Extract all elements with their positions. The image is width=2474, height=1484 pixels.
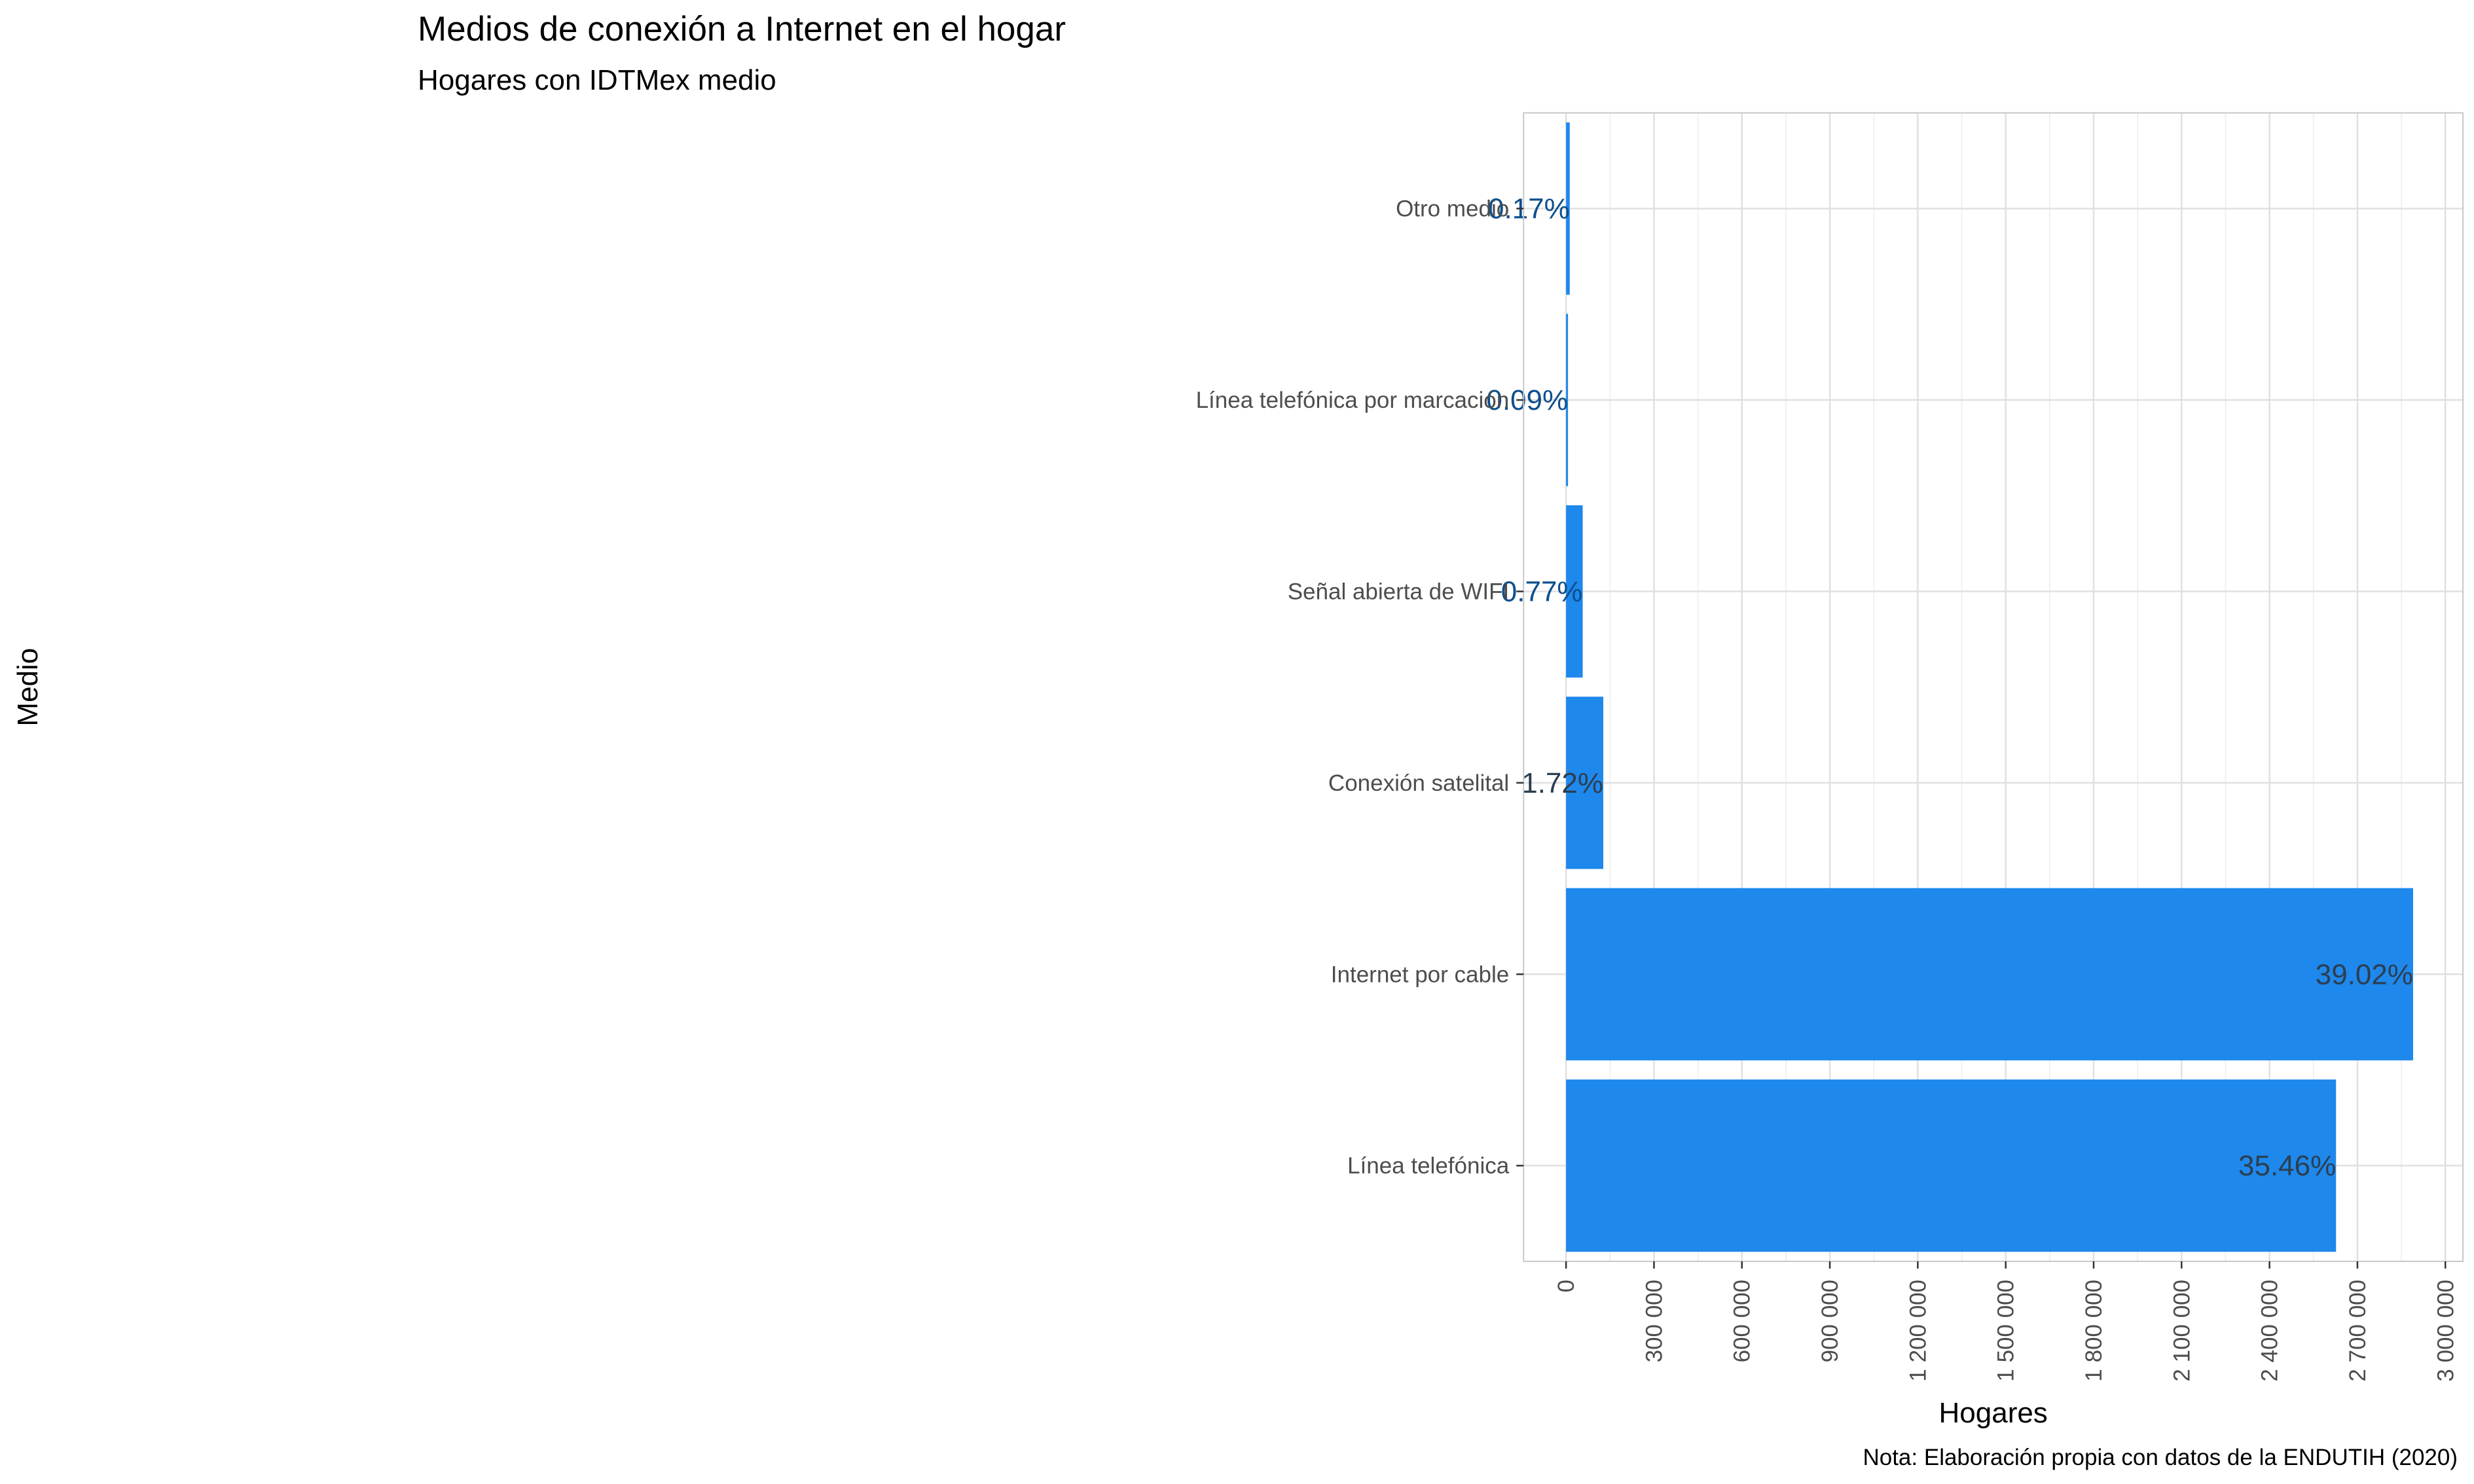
x-tick-label: 2 700 000 — [2345, 1280, 2371, 1382]
x-axis-title: Hogares — [1939, 1397, 2048, 1429]
x-tick-label: 1 200 000 — [1905, 1280, 1931, 1382]
x-tick-label: 1 500 000 — [1993, 1280, 2019, 1382]
bar — [1566, 888, 2414, 1060]
data-label: 0.77% — [1501, 575, 1583, 607]
data-label: 0.17% — [1488, 193, 1570, 225]
y-tick-label: Línea telefónica por marcación — [1196, 388, 1510, 413]
y-tick-label: Otro medio — [1396, 196, 1509, 222]
x-axis-ticks: 0 300 000 600 000 900 000 1 200 000 1 500 000… — [1554, 1261, 2458, 1382]
x-tick-label: 2 400 000 — [2257, 1280, 2283, 1382]
x-tick-label: 600 000 — [1730, 1280, 1755, 1363]
bar — [1566, 122, 1570, 295]
y-tick-label: Conexión satelital — [1328, 770, 1509, 796]
y-axis-ticks: Otro medio Línea telefónica por marcación… — [1196, 196, 1524, 1179]
x-tick-label: 900 000 — [1817, 1280, 1843, 1363]
x-tick-label: 300 000 — [1641, 1280, 1667, 1363]
chart-caption: Nota: Elaboración propia con datos de la… — [1863, 1445, 2458, 1470]
data-label: 39.02% — [2316, 958, 2413, 990]
data-labels: 0.17% 0.09% 0.77% 1.72% 39.02% 35.46% — [1486, 193, 2413, 1182]
y-tick-label: Internet por cable — [1331, 962, 1509, 987]
data-label: 1.72% — [1521, 767, 1603, 799]
bar — [1566, 697, 1603, 869]
major-gridlines — [1523, 113, 2464, 1261]
data-label: 35.46% — [2238, 1150, 2336, 1182]
bars — [1566, 122, 2414, 1252]
y-tick-label: Línea telefónica — [1347, 1153, 1510, 1179]
bar — [1566, 314, 1569, 486]
x-tick-label: 3 000 000 — [2433, 1280, 2458, 1382]
data-label: 0.09% — [1486, 384, 1568, 416]
bar — [1566, 505, 1583, 678]
bar — [1566, 1079, 2337, 1252]
y-axis-title: Medio — [12, 648, 44, 727]
y-tick-label: Señal abierta de WIFI — [1288, 579, 1510, 604]
x-tick-label: 0 — [1554, 1280, 1579, 1292]
chart-subtitle: Hogares con IDTMex medio — [418, 64, 776, 96]
panel-border — [1523, 112, 2464, 1262]
minor-gridlines — [1609, 113, 2403, 1261]
chart-title: Medios de conexión a Internet en el hoga… — [418, 10, 1066, 48]
x-tick-label: 1 800 000 — [2081, 1280, 2107, 1382]
x-tick-label: 2 100 000 — [2169, 1280, 2194, 1382]
